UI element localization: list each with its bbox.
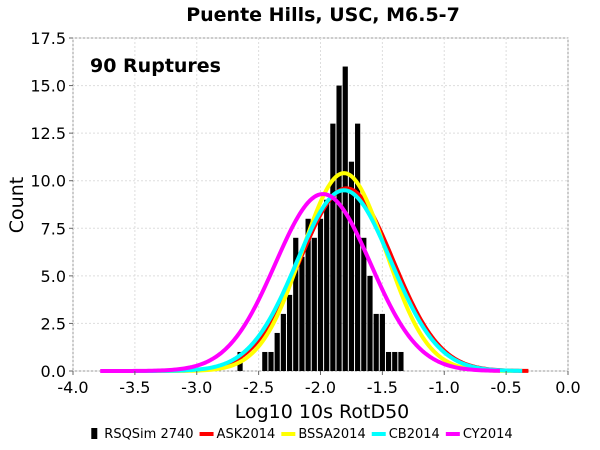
legend-swatch — [281, 432, 296, 436]
legend-label: BSSA2014 — [298, 427, 365, 442]
legend: RSQSim 2740 ASK2014 BSSA2014 CB2014 CY2014 — [91, 427, 513, 442]
legend-item: ASK2014 — [199, 427, 276, 442]
x-tick-label: 0.0 — [555, 378, 580, 397]
histogram-bar — [379, 313, 385, 371]
legend-item: RSQSim 2740 — [91, 427, 194, 442]
y-tick-label: 17.5 — [30, 29, 66, 48]
histogram-bar — [268, 351, 274, 371]
histogram-bar — [293, 237, 299, 371]
histogram-bar — [348, 161, 355, 371]
x-axis-ticks: -4.0 -3.5 -3.0 -2.5 -2.0 -1.5 -1.0 -0.5 0.0 — [57, 371, 581, 397]
x-tick-label: -3.0 — [181, 378, 212, 397]
x-tick-label: -2.5 — [243, 378, 274, 397]
histogram-bar — [262, 351, 268, 371]
annotation: 90 Ruptures — [90, 55, 221, 77]
legend-swatch — [91, 428, 98, 439]
legend-label: CY2014 — [463, 427, 513, 442]
x-tick-label: -1.5 — [367, 378, 398, 397]
legend-label: ASK2014 — [217, 427, 276, 442]
histogram-bar — [324, 199, 330, 371]
legend-swatch — [371, 432, 386, 436]
histogram-bar — [392, 351, 398, 371]
legend-item: CB2014 — [371, 427, 440, 442]
histogram-bar — [274, 332, 280, 371]
y-tick-label: 15.0 — [30, 77, 66, 96]
legend-label: CB2014 — [389, 427, 440, 442]
x-tick-label: -2.0 — [305, 378, 336, 397]
histogram-bars — [237, 66, 404, 372]
y-axis-label: Count — [6, 177, 28, 233]
histogram-bar — [367, 275, 373, 371]
histogram-bar — [355, 123, 361, 371]
x-tick-label: -3.5 — [119, 378, 150, 397]
chart-title: Puente Hills, USC, M6.5-7 — [186, 4, 460, 26]
y-tick-label: 0.0 — [41, 362, 66, 381]
histogram-bar — [361, 237, 367, 371]
y-tick-label: 10.0 — [30, 172, 66, 191]
y-tick-label: 5.0 — [41, 267, 66, 286]
histogram-bar — [342, 66, 348, 372]
histogram-bar — [299, 256, 305, 371]
histogram-bar — [398, 351, 404, 371]
histogram-bar — [305, 218, 311, 371]
x-tick-label: -1.0 — [429, 378, 460, 397]
histogram-bar — [317, 218, 324, 371]
y-tick-label: 2.5 — [41, 314, 66, 333]
legend-label: RSQSim 2740 — [104, 427, 193, 442]
legend-item: CY2014 — [445, 427, 513, 442]
histogram-bar — [385, 351, 392, 371]
histogram-bar — [311, 237, 317, 371]
y-tick-label: 12.5 — [30, 124, 66, 143]
y-tick-label: 7.5 — [41, 219, 66, 238]
histogram-bar — [373, 313, 379, 371]
x-axis-label: Log10 10s RotD50 — [235, 401, 410, 423]
legend-swatch — [445, 432, 460, 436]
histogram-bar — [286, 294, 293, 371]
curve-cy2014 — [100, 192, 500, 373]
x-tick-label: -4.0 — [57, 378, 88, 397]
histogram-bar — [330, 123, 336, 371]
histogram-bar — [280, 313, 286, 371]
legend-item: BSSA2014 — [281, 427, 366, 442]
legend-swatch — [199, 432, 214, 436]
x-tick-label: -0.5 — [491, 378, 522, 397]
y-axis-ticks: 0.0 2.5 5.0 7.5 10.0 12.5 15.0 17.5 — [30, 29, 73, 381]
gmm-curves — [100, 171, 529, 373]
histogram-bar — [336, 85, 342, 372]
